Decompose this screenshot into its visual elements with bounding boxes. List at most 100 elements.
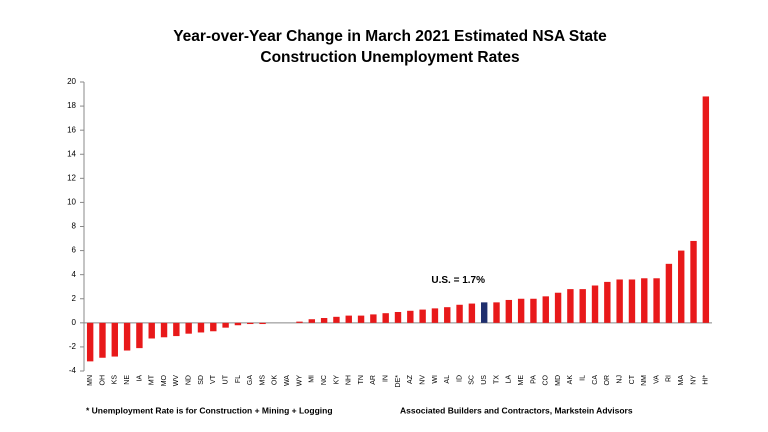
x-tick-label: ME: [518, 375, 525, 386]
x-tick-label: SC: [469, 375, 476, 385]
bar: [665, 263, 673, 323]
x-tick-label: AK: [567, 375, 574, 385]
bar: [320, 318, 328, 323]
x-tick-label: WY: [296, 375, 303, 387]
chart-title: Construction Unemployment Rates: [260, 49, 519, 66]
bar: [530, 298, 537, 323]
annotation: U.S. = 1.7%: [431, 275, 485, 286]
y-tick-label: -2: [69, 342, 77, 351]
bar: [370, 314, 377, 323]
bar: [431, 308, 439, 323]
bar: [197, 322, 205, 333]
y-tick-label: 16: [67, 125, 76, 134]
x-tick-label: PA: [530, 375, 537, 384]
x-tick-label: IN: [383, 375, 390, 382]
y-tick-label: 18: [67, 101, 76, 110]
x-tick-label: MS: [259, 375, 266, 386]
bar: [517, 298, 525, 323]
bar: [136, 322, 143, 349]
bar: [505, 299, 513, 323]
x-tick-label: MT: [149, 374, 156, 385]
bar: [234, 322, 242, 326]
x-tick-label: NJ: [616, 375, 623, 384]
x-tick-label: DE*: [395, 375, 402, 388]
bar: [653, 278, 660, 323]
x-tick-label: RI: [666, 375, 673, 382]
bar: [222, 322, 229, 328]
x-tick-label: CA: [592, 375, 599, 385]
x-tick-label: CO: [543, 374, 550, 385]
x-tick-label: NC: [321, 375, 328, 385]
x-tick-label: IA: [136, 375, 143, 382]
bar: [111, 322, 118, 357]
bar: [554, 292, 562, 323]
x-tick-label: WA: [284, 375, 291, 386]
x-tick-label: NV: [419, 375, 426, 385]
bar: [148, 322, 155, 339]
x-tick-label: TN: [358, 375, 365, 384]
bar: [419, 309, 426, 323]
bar: [480, 302, 488, 323]
x-tick-label: WV: [173, 375, 180, 387]
x-tick-label: AR: [370, 375, 377, 385]
bar: [259, 322, 266, 325]
chart-title: Year-over-Year Change in March 2021 Esti…: [173, 28, 607, 45]
bar: [678, 250, 685, 323]
x-tick-label: ID: [456, 375, 463, 382]
x-tick-label: KY: [333, 375, 340, 385]
y-tick-label: 10: [67, 198, 76, 207]
x-tick-label: MN: [87, 375, 94, 386]
x-tick-label: OH: [99, 375, 106, 386]
bar: [702, 96, 710, 323]
y-tick-label: -4: [69, 366, 77, 375]
bar: [628, 279, 636, 323]
bar: [308, 319, 316, 323]
x-tick-label: KS: [112, 375, 119, 385]
x-tick-label: US: [481, 375, 488, 385]
x-tick-label: MI: [309, 375, 316, 383]
bar: [382, 313, 389, 323]
bar: [591, 285, 599, 323]
bar: [123, 322, 131, 351]
y-tick-label: 8: [72, 222, 77, 231]
x-tick-label: OK: [272, 375, 279, 385]
x-tick-label: UT: [222, 374, 229, 384]
x-tick-label: NY: [690, 375, 697, 385]
bar: [407, 310, 414, 323]
bar: [579, 289, 586, 323]
bar: [160, 322, 168, 338]
y-tick-label: 0: [72, 318, 77, 327]
bar: [296, 321, 303, 323]
x-tick-label: NH: [346, 375, 353, 385]
x-tick-label: HI*: [703, 375, 710, 385]
x-tick-label: SD: [198, 375, 205, 385]
x-tick-label: GA: [247, 375, 254, 385]
bar: [357, 315, 365, 323]
bar: [616, 279, 623, 323]
bar: [690, 240, 697, 323]
x-tick-label: VT: [210, 374, 217, 384]
y-tick-label: 14: [67, 149, 76, 158]
bar: [210, 322, 217, 332]
x-tick-label: AL: [444, 375, 451, 384]
x-tick-label: OR: [604, 375, 611, 386]
x-tick-label: IL: [580, 375, 587, 381]
x-tick-label: CT: [629, 374, 636, 384]
y-tick-label: 6: [72, 246, 77, 255]
x-tick-label: TX: [493, 375, 500, 384]
bar: [99, 322, 106, 358]
x-tick-label: NM: [641, 375, 648, 386]
y-tick-label: 4: [72, 270, 77, 279]
x-tick-label: MA: [678, 375, 685, 386]
bar: [394, 311, 402, 323]
y-tick-label: 2: [72, 294, 77, 303]
x-tick-label: WI: [432, 375, 439, 384]
bar: [604, 281, 611, 323]
bar: [456, 304, 463, 323]
bar: [185, 322, 192, 334]
x-tick-label: FL: [235, 375, 242, 383]
bar: [468, 303, 476, 323]
x-tick-label: NE: [124, 375, 131, 385]
bar: [493, 302, 500, 323]
